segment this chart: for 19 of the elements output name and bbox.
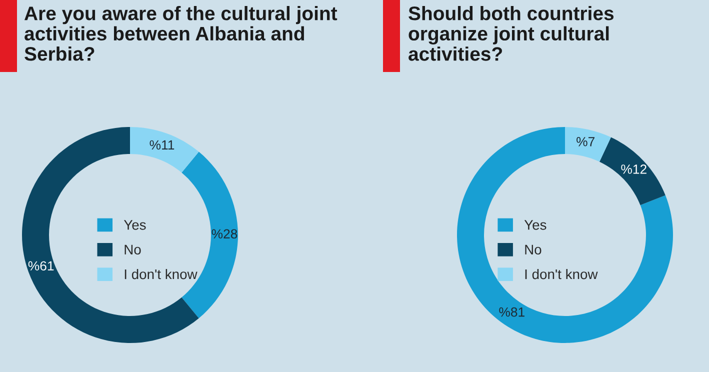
legend-label: I don't know bbox=[124, 268, 198, 280]
data-label: %7 bbox=[576, 137, 594, 146]
donut-slice bbox=[565, 127, 611, 162]
legend-label: No bbox=[525, 244, 542, 255]
chart-title: Are you aware of the cultural joint activities between Albania and Serbia? bbox=[24, 6, 338, 61]
chart-title: Should both countries organize joint cultural activities? bbox=[408, 6, 614, 61]
donut-slice bbox=[22, 127, 199, 343]
data-label: %28 bbox=[212, 229, 238, 239]
legend-label: Yes bbox=[524, 220, 546, 230]
data-label: %11 bbox=[150, 140, 174, 150]
data-label: %61 bbox=[28, 261, 54, 271]
data-label: %81 bbox=[499, 307, 524, 317]
donut-slice bbox=[457, 127, 673, 343]
donut-slice bbox=[599, 137, 666, 206]
legend-label: No bbox=[124, 244, 141, 255]
donut-slice bbox=[130, 127, 199, 173]
legend-label: Yes bbox=[124, 220, 146, 230]
data-label: %12 bbox=[621, 164, 646, 174]
legend-label: I don't know bbox=[525, 268, 598, 280]
